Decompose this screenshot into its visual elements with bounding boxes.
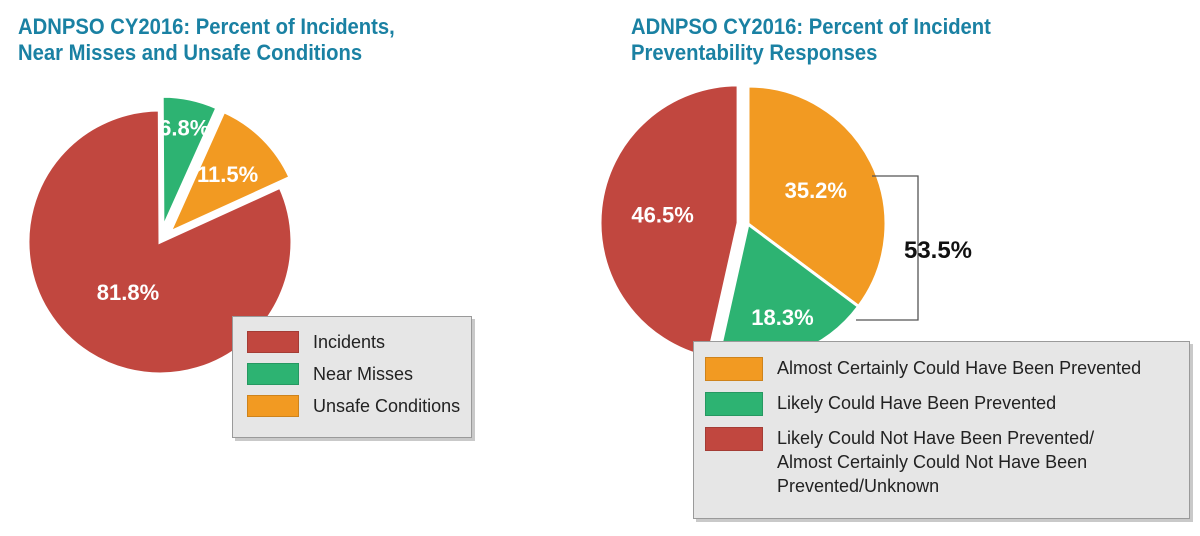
- pie-slice-almost-certainly-could-have-been-prevent: [746, 84, 888, 309]
- right-chart-title: ADNPSO CY2016: Percent of Incident Preve…: [631, 14, 991, 66]
- legend-label-line: Likely Could Have Been Prevented: [777, 393, 1057, 413]
- pie-slice-likely-could-not-have-been-prevented-alm: [598, 83, 740, 360]
- bracket-line: [856, 175, 919, 321]
- legend-item-incidents: Incidents: [247, 331, 471, 363]
- right-chart-title-line-2: Preventability Responses: [631, 40, 878, 65]
- left-chart-title-line-1: ADNPSO CY2016: Percent of Incidents,: [18, 14, 395, 39]
- data-label-likely-could-not-have-been-prevented-alm: 46.5%: [631, 203, 693, 228]
- legend-label-line: Almost Certainly Could Have Been Prevent…: [777, 358, 1142, 378]
- left-chart-legend: Incidents Near Misses Unsafe Conditions: [232, 316, 472, 438]
- data-label-incidents: 81.8%: [97, 280, 159, 305]
- left-chart-title: ADNPSO CY2016: Percent of Incidents, Nea…: [18, 14, 395, 66]
- legend-swatch-likely-prevented: [705, 392, 763, 416]
- pie-slice-incidents: [26, 108, 294, 376]
- right-chart-title-line-1: ADNPSO CY2016: Percent of Incident: [631, 14, 991, 39]
- legend-label-incidents: Incidents: [313, 332, 386, 352]
- legend-label-line: Likely Could Not Have Been Prevented/: [777, 428, 1095, 448]
- legend-item-near-misses: Near Misses: [247, 363, 471, 395]
- legend-swatch-incidents: [247, 331, 299, 353]
- pie-slice-unsafe-conditions: [166, 109, 292, 236]
- legend-item-almost-certainly-prevented: Almost Certainly Could Have Been Prevent…: [705, 356, 1189, 381]
- data-label-unsafe-conditions: 11.5%: [197, 162, 258, 187]
- data-label-likely-could-have-been-prevented: 18.3%: [751, 305, 813, 330]
- legend-swatch-near-misses: [247, 363, 299, 385]
- legend-item-not-prevented: Likely Could Not Have Been Prevented/ Al…: [705, 426, 1189, 498]
- legend-swatch-not-prevented: [705, 427, 763, 451]
- legend-item-unsafe-conditions: Unsafe Conditions: [247, 395, 471, 427]
- legend-item-likely-prevented: Likely Could Have Been Prevented: [705, 391, 1189, 416]
- legend-label-almost-certainly-prevented: Almost Certainly Could Have Been Prevent…: [777, 356, 1141, 380]
- legend-label-line: Prevented/Unknown: [777, 476, 940, 496]
- pie-slice-near-misses: [160, 94, 219, 229]
- data-label-almost-certainly-could-have-been-prevent: 35.2%: [785, 178, 847, 203]
- data-label-near-misses: 6.8%: [159, 116, 209, 141]
- legend-swatch-unsafe-conditions: [247, 395, 299, 417]
- legend-label-unsafe-conditions: Unsafe Conditions: [313, 396, 461, 416]
- legend-label-likely-prevented: Likely Could Have Been Prevented: [777, 391, 1056, 415]
- legend-label-near-misses: Near Misses: [313, 364, 414, 384]
- legend-swatch-almost-certainly-prevented: [705, 357, 763, 381]
- legend-label-not-prevented: Likely Could Not Have Been Prevented/ Al…: [777, 426, 1094, 498]
- bracket-total-label: 53.5%: [904, 237, 972, 264]
- legend-label-line: Almost Certainly Could Not Have Been: [777, 452, 1088, 472]
- right-chart-legend: Almost Certainly Could Have Been Prevent…: [693, 341, 1190, 519]
- left-chart-title-line-2: Near Misses and Unsafe Conditions: [18, 40, 363, 65]
